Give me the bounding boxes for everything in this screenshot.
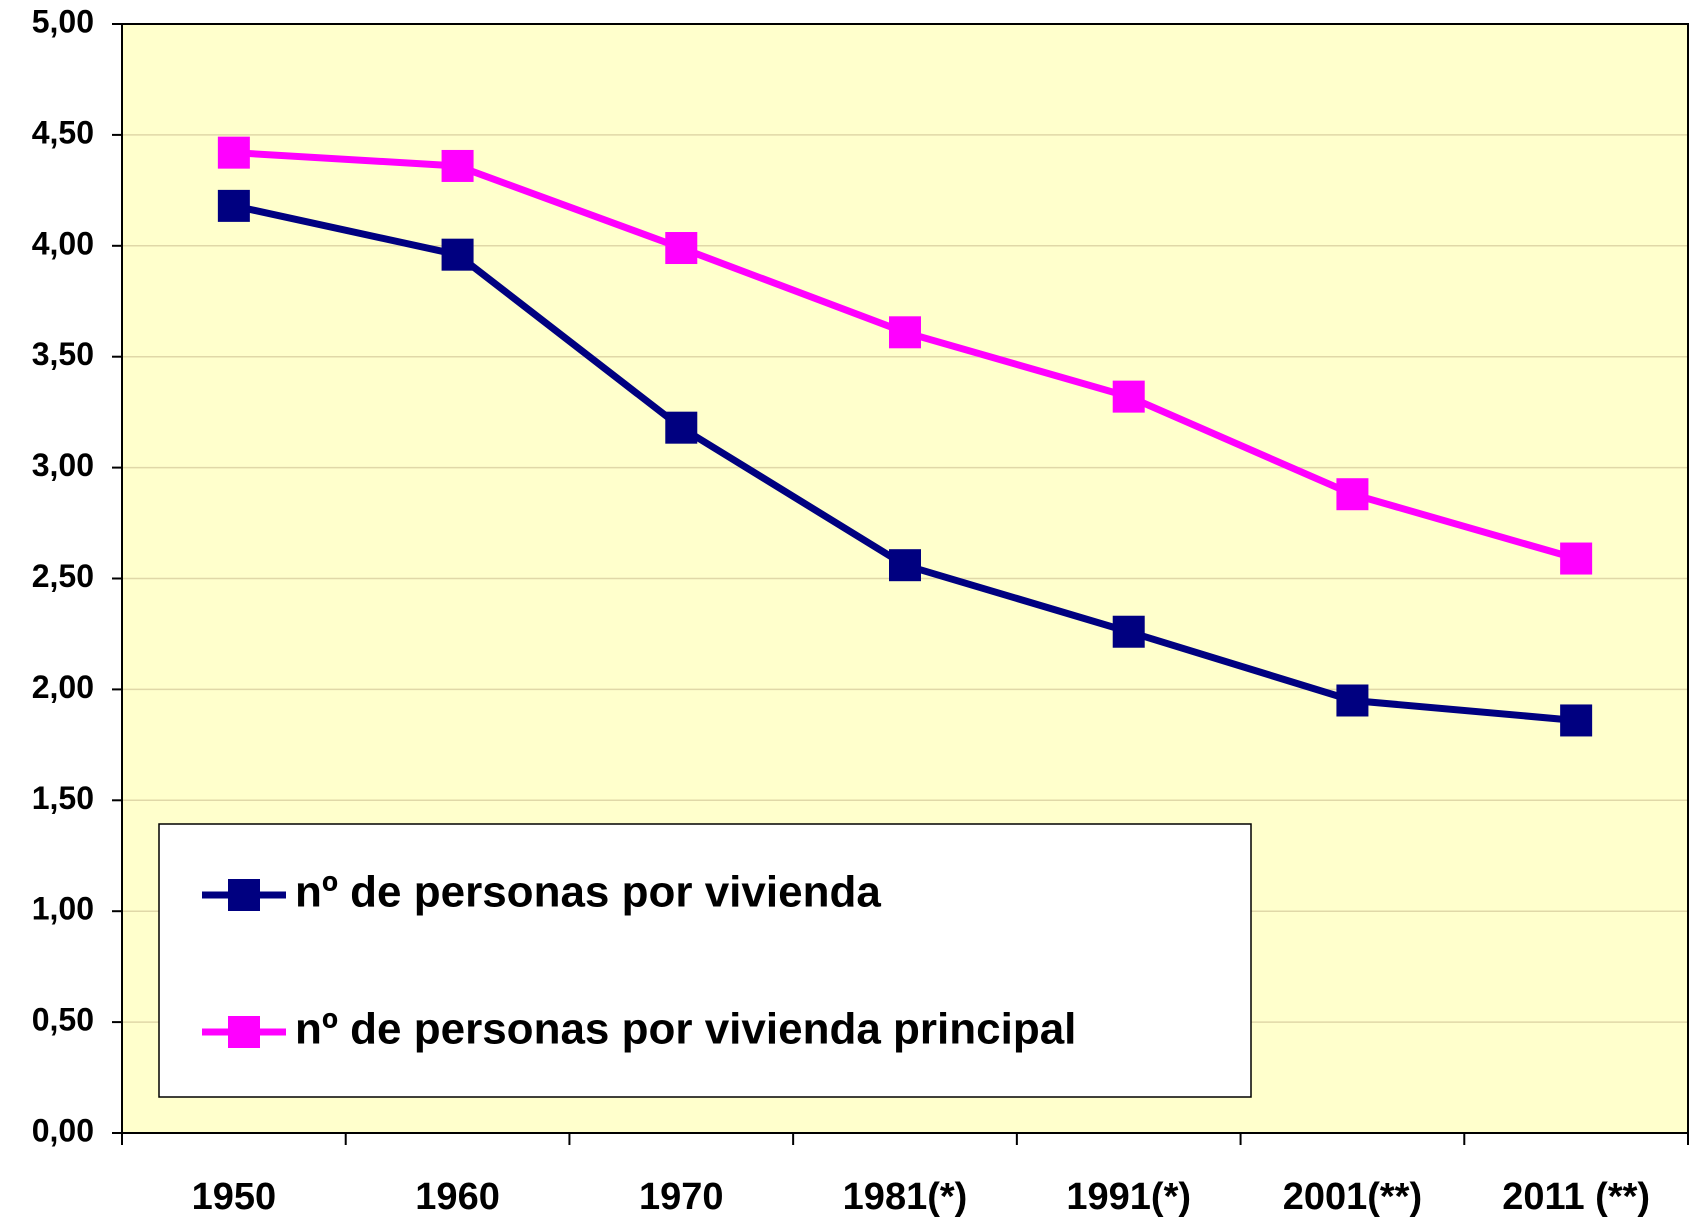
x-tick-label: 1960 <box>415 1176 500 1218</box>
y-tick-label: 3,00 <box>32 447 94 483</box>
x-tick-label: 1950 <box>192 1176 277 1218</box>
legend-label: nº de personas por vivienda principal <box>295 1005 1076 1054</box>
y-tick-label: 4,50 <box>32 114 94 150</box>
marker <box>1112 380 1145 413</box>
y-tick-label: 2,50 <box>32 558 94 594</box>
x-tick-label: 1970 <box>639 1176 724 1218</box>
marker <box>889 316 921 349</box>
marker <box>1112 615 1145 648</box>
marker <box>665 232 698 265</box>
legend-marker <box>228 879 260 911</box>
marker <box>1560 542 1593 575</box>
marker <box>217 189 250 222</box>
y-tick-label: 2,00 <box>32 669 94 705</box>
y-tick-label: 0,00 <box>32 1112 94 1148</box>
marker <box>217 136 250 169</box>
y-tick-label: 5,00 <box>32 3 94 39</box>
legend-label: nº de personas por vivienda <box>295 868 881 917</box>
x-tick-label: 2001(**) <box>1283 1176 1422 1218</box>
marker <box>441 149 474 182</box>
y-tick-label: 1,00 <box>32 891 94 927</box>
plot-border <box>121 23 1689 1134</box>
marker <box>1336 684 1369 717</box>
x-tick-label: 1991(*) <box>1066 1176 1191 1218</box>
x-tick-label: 1981(*) <box>843 1176 968 1218</box>
x-tick-label: 2011 (**) <box>1502 1176 1650 1218</box>
marker <box>665 411 698 444</box>
marker <box>1336 478 1369 511</box>
y-tick-label: 3,50 <box>32 336 94 372</box>
y-tick-label: 0,50 <box>32 1002 94 1038</box>
legend-marker <box>228 1016 260 1048</box>
legend-box <box>158 823 1252 1098</box>
marker <box>889 549 921 582</box>
marker <box>1560 704 1593 737</box>
marker <box>441 238 474 271</box>
y-tick-label: 4,00 <box>32 225 94 261</box>
y-tick-label: 1,50 <box>32 780 94 816</box>
